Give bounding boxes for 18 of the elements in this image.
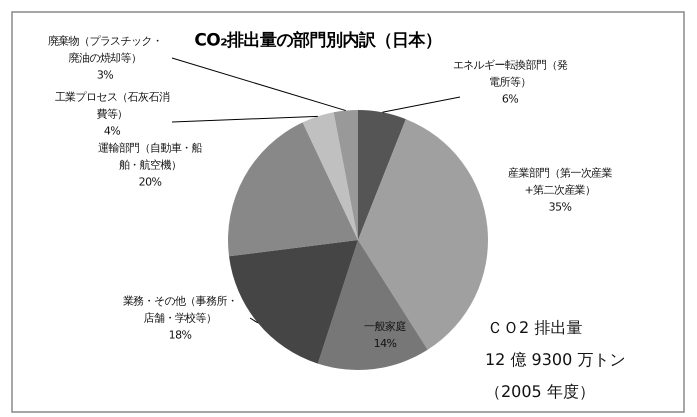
data-label: 14% [372,336,398,352]
chart-title: CO₂排出量の部門別内訳（日本） [194,30,442,52]
data-label: 18% [168,328,192,344]
text: ＣＯ2 排出量 [487,318,582,339]
data-label: 35% [548,200,572,216]
slice-label: 廃棄物（プラスチック・廃油の焼却等） [46,34,164,66]
slice-label: 運輸部門（自動車・船舶・航空機） [96,140,204,174]
slice-label: エネルギー転換部門（発電所等） [452,58,568,90]
data-label: 4% [102,124,122,140]
slice-label: 産業部門（第一次産業+第二次産業） [506,166,613,198]
slice-label: 一般家庭 [363,319,407,335]
data-label: 20% [138,174,162,190]
data-label: 6% [500,92,520,108]
text: （2005 年度） [485,382,595,403]
slice-label: 業務・その他（事務所・店舗・学校等） [122,294,238,326]
text: 12 億 9300 万トン [485,350,626,371]
data-label: 3% [96,68,114,84]
slice-label: 工業プロセス（石灰石消費等） [54,90,170,122]
